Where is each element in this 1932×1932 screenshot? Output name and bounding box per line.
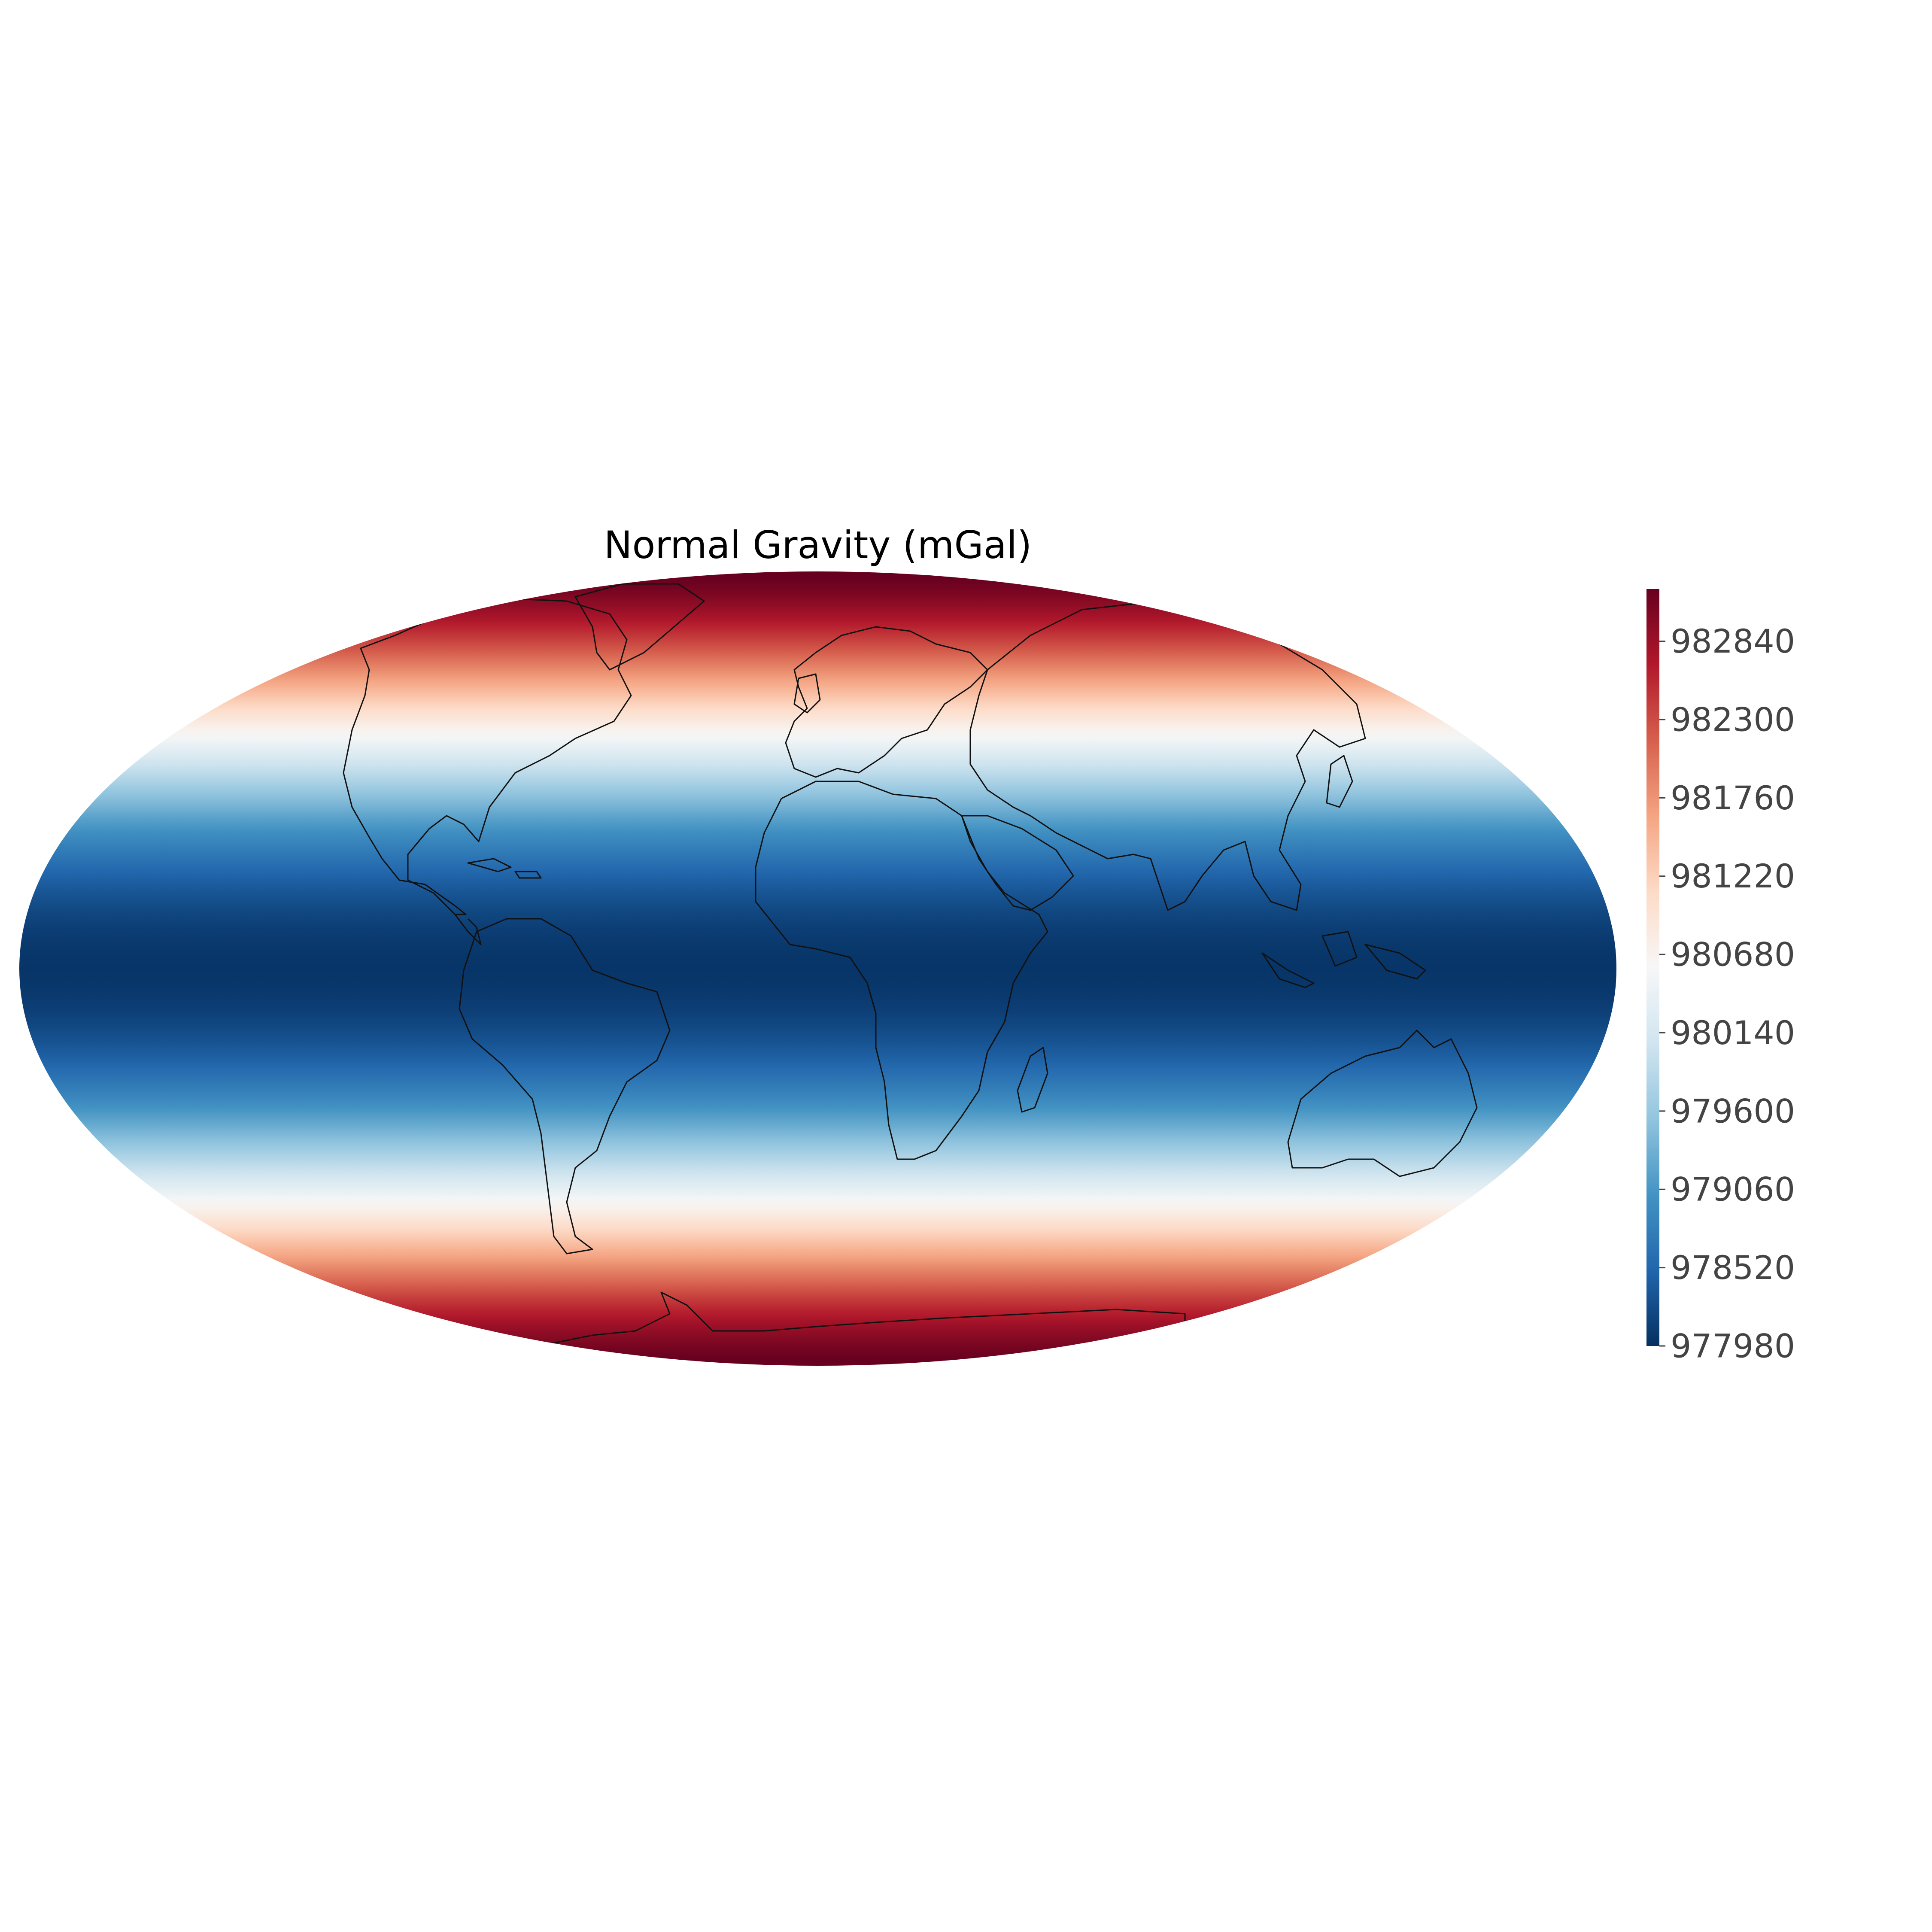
- colorbar-tick-label: 979060: [1671, 1170, 1795, 1209]
- colorbar-tick-label: 980140: [1671, 1014, 1795, 1052]
- colorbar-tick-label: 982840: [1671, 622, 1795, 660]
- colorbar-ticks: 977980 978520 979060 979600 980140 980680 9812…: [1659, 622, 1795, 1365]
- coastline-asia: [969, 600, 1366, 911]
- coastline-caribbean: [467, 858, 542, 879]
- coastline-europe: [785, 626, 988, 778]
- colorbar-tick-label: 980680: [1671, 936, 1795, 974]
- coastline-south-america: [459, 918, 671, 1255]
- colorbar-tick-label: 981760: [1671, 779, 1795, 817]
- colorbar-tick-label: 977980: [1671, 1327, 1795, 1365]
- colorbar-tick-label: 978520: [1671, 1249, 1795, 1287]
- coastline-north-america: [343, 598, 632, 915]
- map-globe: [19, 571, 1616, 1366]
- colorbar-tick-label: 979600: [1671, 1092, 1795, 1130]
- coastline-uk: [793, 673, 821, 714]
- gravity-field: [19, 571, 1616, 1366]
- coastline-greenland: [574, 583, 705, 671]
- coastline-japan: [1326, 755, 1353, 808]
- map-title: Normal Gravity (mGal): [604, 523, 1032, 567]
- colorbar-tick-label: 982300: [1671, 700, 1795, 738]
- colorbar-strip: [1646, 589, 1659, 1346]
- coastline-australia: [1287, 1030, 1478, 1177]
- colorbar: 977980 978520 979060 979600 980140 980680 9812…: [1646, 589, 1795, 1365]
- coastline-arabia: [961, 815, 1074, 911]
- coastline-madagascar: [1017, 1047, 1048, 1113]
- coastline-southeast-asia-islands: [1261, 931, 1426, 988]
- colorbar-tick-label: 981220: [1671, 857, 1795, 895]
